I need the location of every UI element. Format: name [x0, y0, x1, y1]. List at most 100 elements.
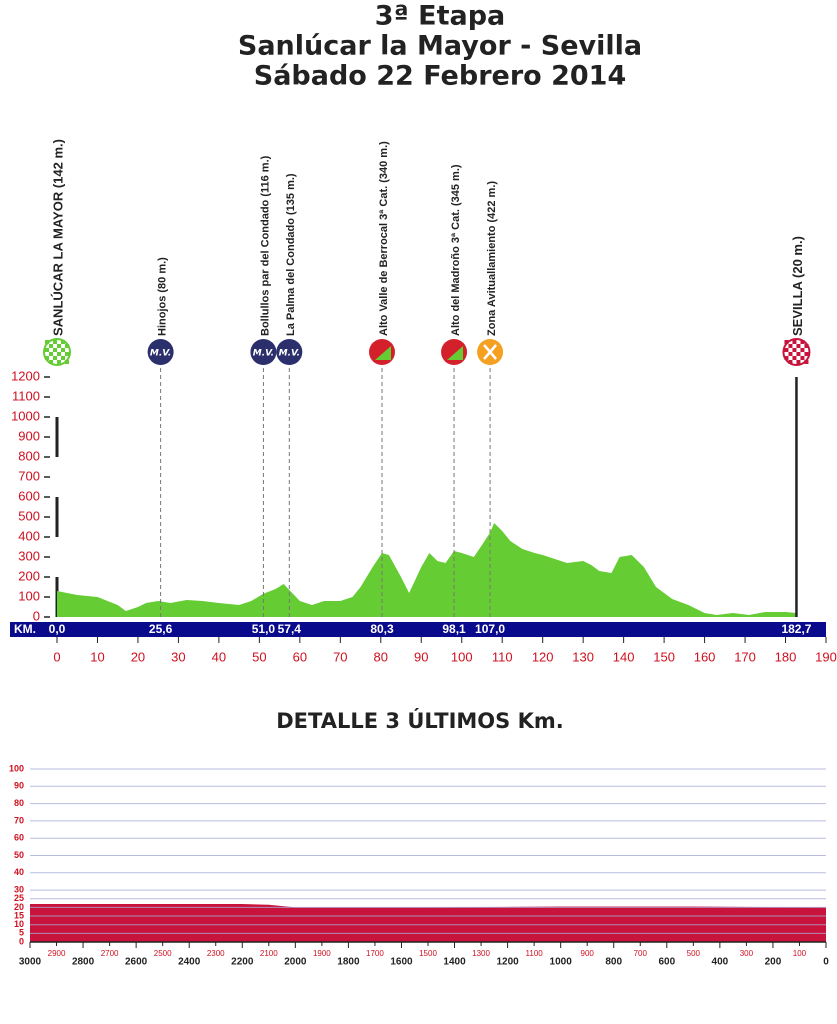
- x-tick-label: 2800: [72, 957, 95, 968]
- y-tick-label: 15: [14, 910, 24, 920]
- x-tick-label: 1600: [390, 957, 413, 968]
- km-bar: [10, 622, 826, 637]
- icon-cell: [53, 348, 57, 352]
- icon-cell: [796, 352, 801, 356]
- icon-cell: [49, 360, 53, 364]
- waypoint-label: La Palma del Condado (135 m.): [285, 173, 297, 336]
- x-tick-label: 600: [658, 957, 675, 968]
- x-tick-label: 700: [634, 949, 648, 958]
- y-tick-label: 70: [14, 815, 24, 825]
- x-tick-label: 50: [252, 649, 266, 664]
- y-tick-label: 1100: [12, 388, 40, 403]
- x-tick-label: 900: [581, 949, 595, 958]
- y-tick-label: 800: [18, 448, 40, 463]
- x-tick-label: 1300: [472, 949, 490, 958]
- x-tick-label: 1900: [313, 949, 331, 958]
- icon-cell: [788, 360, 793, 364]
- icon-text: M.V.: [253, 349, 274, 359]
- waypoint-label: Alto Valle de Berrocal 3ª Cat. (340 m.): [378, 141, 390, 336]
- x-tick-label: 2900: [48, 949, 66, 958]
- x-tick-label: 30: [171, 649, 185, 664]
- km-value-label: 182,7: [781, 622, 811, 636]
- y-tick-label: 100: [9, 763, 24, 773]
- x-tick-label: 160: [694, 649, 716, 664]
- mv-icon: [147, 339, 174, 365]
- x-tick-label: 2500: [154, 949, 172, 958]
- x-tick-label: 300: [740, 949, 754, 958]
- chart-title: DETALLE 3 ÚLTIMOS Km.: [276, 708, 563, 733]
- km-label: KM.: [14, 622, 36, 636]
- km-value-label: 107,0: [475, 622, 505, 636]
- x-tick-label: 110: [492, 649, 513, 664]
- y-tick-label: 30: [14, 884, 24, 894]
- chart-subtitle: Sanlúcar la Mayor - Sevilla: [238, 31, 642, 62]
- icon-cell: [804, 360, 809, 364]
- x-tick-label: 130: [572, 649, 594, 664]
- x-tick-label: 2000: [284, 957, 307, 968]
- y-tick-label: 80: [14, 798, 24, 808]
- chart-title: 3ª Etapa: [375, 1, 506, 32]
- icon-cell: [800, 348, 805, 352]
- icon-cell: [65, 360, 69, 364]
- waypoint-label: Zona Avituallamiento (422 m.): [486, 181, 498, 336]
- x-tick-label: 800: [605, 957, 622, 968]
- icon-cell: [792, 356, 797, 360]
- pm-slope: [375, 346, 392, 360]
- x-tick-label: 2600: [125, 957, 148, 968]
- x-tick-label: 1100: [526, 949, 544, 958]
- x-tick-label: 2300: [207, 949, 225, 958]
- chart-subtitle: Sábado 22 Febrero 2014: [254, 61, 627, 92]
- km-value-label: 0,0: [49, 622, 66, 636]
- y-tick-label: 100: [18, 588, 40, 603]
- y-tick-label: 20: [14, 902, 24, 912]
- waypoint-label: Hinojos (80 m.): [157, 257, 169, 336]
- x-tick-label: 80: [374, 649, 388, 664]
- icon-cell: [45, 356, 49, 360]
- icon-cell: [61, 340, 65, 344]
- icon-cell: [784, 356, 789, 360]
- y-tick-label: 500: [18, 508, 40, 523]
- icon-cell: [796, 344, 801, 348]
- icon-cell: [800, 356, 805, 360]
- waypoint-label: Bollullos par del Condado (116 m.): [259, 155, 271, 336]
- x-tick-label: 0: [53, 649, 60, 664]
- icon-cell: [61, 348, 65, 352]
- x-tick-label: 10: [90, 649, 104, 664]
- icon-text: M.V.: [150, 349, 171, 359]
- waypoint-label: Alto del Madroño 3ª Cat. (345 m.): [450, 164, 462, 336]
- y-tick-label: 300: [18, 548, 40, 563]
- y-tick-label: 400: [18, 528, 40, 543]
- x-tick-label: 1200: [496, 957, 519, 968]
- icon-cell: [65, 352, 69, 356]
- icon-cell: [784, 348, 789, 352]
- waypoint-label: SANLÚCAR LA MAYOR (142 m.): [50, 139, 65, 336]
- icon-cell: [792, 348, 797, 352]
- icon-cell: [57, 344, 61, 348]
- x-tick-label: 150: [653, 649, 675, 664]
- x-tick-label: 1400: [443, 957, 466, 968]
- x-tick-label: 100: [451, 649, 473, 664]
- x-tick-label: 1700: [366, 949, 384, 958]
- y-tick-label: 60: [14, 833, 24, 843]
- x-tick-label: 100: [793, 949, 807, 958]
- icon-cell: [45, 340, 49, 344]
- y-tick-label: 40: [14, 867, 24, 877]
- icon-cell: [61, 356, 65, 360]
- x-tick-label: 2700: [101, 949, 119, 958]
- y-tick-label: 25: [14, 893, 24, 903]
- mv-icon: [250, 339, 277, 365]
- x-tick-label: 1000: [550, 957, 573, 968]
- x-tick-label: 190: [815, 649, 837, 664]
- pm-icon: [369, 339, 396, 365]
- pm-slope: [447, 346, 464, 360]
- pm-icon: [441, 339, 468, 365]
- x-tick-label: 1800: [337, 957, 360, 968]
- x-tick-label: 40: [212, 649, 226, 664]
- x-tick-label: 3000: [19, 957, 42, 968]
- icon-cell: [788, 352, 793, 356]
- x-tick-label: 90: [414, 649, 428, 664]
- y-tick-label: 5: [19, 928, 24, 938]
- icon-cell: [800, 340, 805, 344]
- mv-icon: [276, 339, 303, 365]
